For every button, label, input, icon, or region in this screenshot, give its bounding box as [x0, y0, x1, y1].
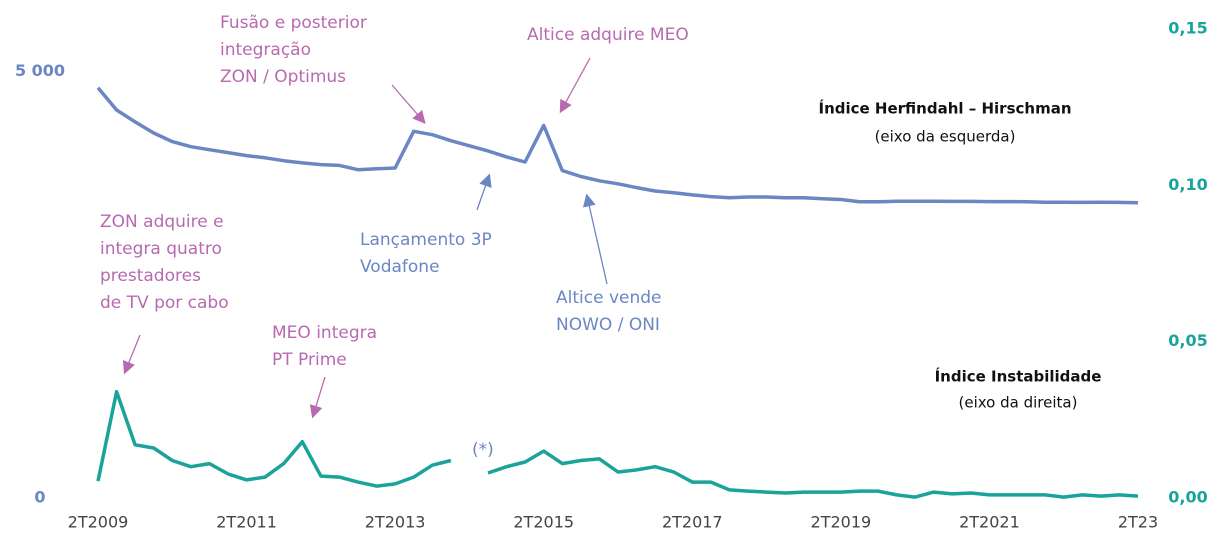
x-tick-label: 2T23: [1118, 513, 1158, 532]
annotation-arrow: [559, 57, 591, 114]
annotation: integração: [220, 40, 311, 60]
annotation: Altice adquire MEO: [527, 25, 689, 45]
series-line: [96, 86, 1139, 205]
series-line: [96, 389, 1139, 499]
annotation: ZON adquire e: [100, 212, 224, 232]
annotation-arrow: [122, 334, 141, 375]
annotation: MEO integra: [272, 323, 377, 343]
series-name: Índice Instabilidade: [935, 367, 1102, 386]
x-tick-label: 2T2013: [365, 513, 426, 532]
series-note: (eixo da esquerda): [875, 128, 1016, 146]
annotation: Altice vende: [556, 288, 662, 308]
x-tick-label: 2T2011: [216, 513, 277, 532]
annotation: prestadores: [100, 266, 201, 286]
annotation: integra quatro: [100, 239, 222, 259]
y2-tick-label: 0,00: [1168, 488, 1207, 507]
annotation-arrow: [476, 173, 492, 211]
annotation: (*): [472, 440, 494, 460]
y-tick-label: 0: [34, 488, 45, 507]
annotation-arrow: [391, 84, 426, 124]
x-tick-label: 2T2019: [811, 513, 872, 532]
annotation: Vodafone: [360, 257, 440, 277]
annotation: de TV por cabo: [100, 293, 229, 313]
x-tick-label: 2T2017: [662, 513, 723, 532]
x-tick-label: 2T2021: [959, 513, 1020, 532]
series-name: Índice Herfindahl – Hirschman: [819, 99, 1072, 118]
y2-tick-label: 0,10: [1168, 175, 1207, 194]
x-tick-label: 2T2015: [513, 513, 574, 532]
annotation: Fusão e posterior: [220, 13, 367, 33]
y2-tick-label: 0,15: [1168, 19, 1207, 38]
series-note: (eixo da direita): [959, 394, 1078, 412]
x-tick-label: 2T2009: [68, 513, 129, 532]
annotation: NOWO / ONI: [556, 315, 660, 335]
annotation: ZON / Optimus: [220, 67, 346, 87]
y2-tick-label: 0,05: [1168, 331, 1207, 350]
annotation: Lançamento 3P: [360, 230, 492, 250]
annotation-arrow: [309, 376, 326, 419]
y-tick-label: 5 000: [15, 61, 65, 80]
annotation-arrow: [582, 193, 608, 285]
annotation: PT Prime: [272, 350, 347, 370]
